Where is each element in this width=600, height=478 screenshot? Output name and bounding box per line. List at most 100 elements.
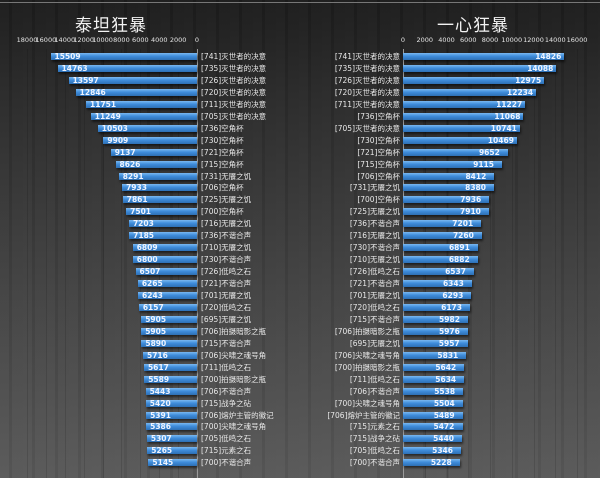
bar-value-label: 6882 (448, 255, 470, 265)
category-label: [705]低鸣之石 (349, 446, 400, 456)
data-bar (403, 220, 482, 228)
bar-value-label: 5642 (435, 362, 457, 372)
data-bar (403, 303, 471, 311)
bar-row: 5346 [705]低鸣之石 (0, 445, 600, 457)
x-tick-label: 0 (194, 36, 200, 44)
bar-value-label: 11227 (496, 99, 523, 109)
data-bar (403, 411, 463, 419)
category-label: [735]灭世者的决意 (334, 63, 400, 73)
data-bar (146, 435, 197, 443)
bar-value-label: 5905 (145, 314, 167, 324)
bar-value-label: 15509 (54, 52, 81, 61)
bar-row: 6265 [721]不谐合声 (0, 278, 600, 290)
bar-value-label: 5228 (430, 458, 452, 468)
bar-row: 5307 [705]低鸣之石 (0, 433, 600, 445)
category-label: [741]灭世者的决意 (201, 52, 267, 61)
data-bar (135, 268, 197, 276)
bar-value-label: 6343 (442, 279, 464, 289)
gridline (83, 49, 85, 478)
category-label: [736]不谐合声 (201, 231, 252, 241)
bar-row: 14088 [735]灭世者的决意 (0, 63, 600, 75)
data-bar (403, 459, 460, 467)
bar-row: 5976 [706]拍摄暗影之瓶 (0, 326, 600, 338)
bar-row: 12975 [726]灭世者的决意 (0, 75, 600, 87)
bar-value-label: 5589 (148, 374, 170, 384)
data-bar (403, 363, 465, 371)
category-label: [710]无餍之饥 (349, 255, 400, 265)
bar-row: 5589 [700]拍摄暗影之瓶 (0, 374, 600, 386)
data-bar (148, 459, 197, 467)
category-label: [736]空角杯 (357, 111, 400, 121)
left-y-axis-line (197, 49, 198, 478)
gridline (64, 49, 66, 478)
right-chart-title: 一心狂暴 (437, 16, 509, 36)
bar-row: 5538 [706]不谐合声 (0, 386, 600, 398)
bar-value-label: 7861 (126, 195, 148, 205)
data-bar (50, 53, 197, 60)
data-bar (141, 339, 197, 347)
x-tick-label: 14000 (54, 36, 76, 44)
category-label: [726]灭世者的决意 (334, 75, 400, 85)
bar-value-label: 6891 (448, 243, 470, 253)
bar-value-label: 9652 (478, 147, 500, 157)
gridline (102, 49, 104, 478)
data-bar (403, 100, 526, 108)
bar-row: 14763 [735]灭世者的决意 (0, 63, 600, 75)
category-label: [731]无餍之饥 (201, 171, 252, 181)
data-bar (122, 184, 197, 192)
bar-value-label: 5716 (147, 350, 168, 360)
category-label: [700]尖啸之魂号角 (201, 422, 267, 432)
x-tick-label: 12000 (523, 36, 544, 44)
data-bar (403, 327, 468, 335)
data-bar (126, 208, 197, 216)
category-label: [705]灭世者的决意 (334, 123, 400, 133)
bar-row: 11249 [705]灭世者的决意 (0, 111, 600, 123)
x-tick-label: 4000 (438, 36, 455, 44)
bar-row: 9909 [730]空角杯 (0, 135, 600, 147)
bar-row: 5391 [706]熔炉主管的徽记 (0, 410, 600, 422)
bar-row: 14826 [741]灭世者的决意 (0, 51, 600, 63)
bar-row: 6809 [710]无餍之饥 (0, 242, 600, 254)
bar-row: 5440 [715]战争之砧 (0, 433, 600, 445)
bar-row: 6173 [720]低鸣之石 (0, 302, 600, 314)
bar-row: 6157 [720]低鸣之石 (0, 302, 600, 314)
category-label: [706]熔炉主管的徽记 (201, 410, 274, 420)
gridline (511, 49, 513, 478)
category-label: [706]拍摄暗影之瓶 (334, 326, 400, 336)
bar-row: 6507 [726]低鸣之石 (0, 266, 600, 278)
data-bar (403, 208, 490, 216)
category-label: [701]无餍之饥 (349, 291, 400, 300)
category-label: [710]无餍之饥 (201, 243, 252, 253)
bar-value-label: 5391 (150, 410, 171, 420)
data-bar (147, 447, 197, 455)
category-label: [700]拍摄暗影之瓶 (201, 374, 267, 384)
bar-row: 15509 [741]灭世者的决意 (0, 51, 600, 63)
bar-row: 5145 [700]不谐合声 (0, 457, 600, 469)
data-bar (144, 375, 197, 383)
bar-row: 5831 [706]尖啸之魂号角 (0, 350, 600, 362)
x-tick-label: 2000 (169, 36, 187, 44)
x-tick-label: 16000 (35, 36, 57, 44)
bar-value-label: 11249 (94, 111, 121, 121)
bar-row: 5634 [711]低鸣之石 (0, 374, 600, 386)
bar-value-label: 5634 (435, 374, 457, 384)
category-label: [705]灭世者的决意 (201, 111, 267, 121)
category-label: [715]不谐合声 (201, 338, 252, 348)
x-tick-label: 6000 (132, 36, 149, 44)
bar-value-label: 5957 (438, 338, 460, 348)
category-label: [735]灭世者的决意 (201, 63, 267, 73)
data-bar (403, 196, 490, 204)
data-bar (403, 387, 464, 395)
bar-value-label: 10741 (490, 123, 517, 133)
category-label: [715]战争之砧 (349, 434, 400, 444)
bar-row: 9137 [721]空角杯 (0, 147, 600, 159)
bar-value-label: 5440 (433, 434, 455, 444)
bar-row: 13597 [726]灭世者的决意 (0, 75, 600, 87)
x-tick-label: 8000 (113, 36, 130, 44)
bar-row: 7861 [725]无餍之饥 (0, 194, 600, 206)
data-bar (86, 100, 197, 108)
bar-row: 7260 [716]无餍之饥 (0, 230, 600, 242)
category-label: [716]无餍之饥 (201, 219, 252, 229)
category-label: [730]不谐合声 (201, 255, 252, 265)
